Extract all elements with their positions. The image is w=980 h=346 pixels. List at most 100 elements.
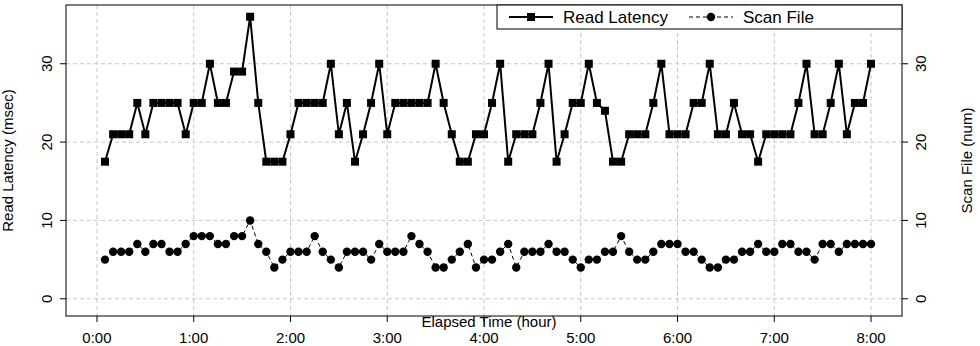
marker (819, 130, 827, 138)
marker (141, 248, 149, 256)
marker (198, 232, 206, 240)
marker (802, 60, 810, 68)
marker (359, 130, 367, 138)
marker (286, 248, 294, 256)
marker (391, 248, 399, 256)
marker (214, 99, 222, 107)
marker (746, 248, 754, 256)
marker (335, 263, 343, 271)
marker (359, 248, 367, 256)
marker (157, 240, 165, 248)
marker (689, 248, 697, 256)
y-tick (60, 63, 66, 64)
marker (222, 240, 230, 248)
marker (593, 99, 601, 107)
x-tick-label: 0:00 (82, 329, 111, 346)
marker (794, 99, 802, 107)
x-tick-label: 6:00 (663, 329, 692, 346)
y-axis-title: Read Latency (msec) (0, 89, 16, 232)
marker (536, 248, 544, 256)
series (101, 216, 875, 271)
marker (407, 232, 415, 240)
marker (343, 248, 351, 256)
marker (415, 99, 423, 107)
marker (424, 99, 432, 107)
marker (625, 130, 633, 138)
marker (851, 240, 859, 248)
x-tick (677, 316, 678, 322)
marker (480, 255, 488, 263)
marker (544, 240, 552, 248)
grid-line (193, 5, 194, 316)
marker (859, 99, 867, 107)
marker (569, 99, 577, 107)
marker (552, 248, 560, 256)
grid-line (387, 5, 388, 316)
marker (141, 130, 149, 138)
marker (826, 240, 834, 248)
x-tick-label: 5:00 (566, 329, 595, 346)
marker (294, 248, 302, 256)
marker (754, 158, 762, 166)
marker (488, 255, 496, 263)
marker (311, 99, 319, 107)
plot-frame (66, 5, 902, 316)
marker (577, 263, 585, 271)
series-line (105, 220, 871, 267)
marker (504, 158, 512, 166)
marker (504, 240, 512, 248)
marker (286, 130, 294, 138)
marker (560, 248, 568, 256)
marker (512, 130, 520, 138)
marker (190, 99, 198, 107)
marker (601, 248, 609, 256)
marker (431, 263, 439, 271)
marker (496, 248, 504, 256)
legend: Read LatencyScan File (497, 5, 902, 29)
marker (133, 240, 141, 248)
marker (545, 60, 553, 68)
y2-tick-label: 30 (912, 55, 929, 72)
marker (448, 255, 456, 263)
marker (569, 255, 577, 263)
y2-tick (902, 63, 908, 64)
marker (778, 240, 786, 248)
marker (818, 240, 826, 248)
marker (230, 232, 238, 240)
marker (335, 130, 343, 138)
marker (786, 130, 794, 138)
marker (714, 263, 722, 271)
marker (778, 130, 786, 138)
marker (181, 240, 189, 248)
x-tick (871, 316, 872, 322)
marker (101, 255, 109, 263)
x-tick-label: 2:00 (276, 329, 305, 346)
marker (553, 158, 561, 166)
marker (238, 68, 246, 76)
marker (310, 232, 318, 240)
marker (166, 99, 174, 107)
legend-box (497, 5, 902, 29)
grid-line (66, 142, 902, 143)
x-tick (387, 316, 388, 322)
marker (391, 99, 399, 107)
marker (577, 99, 585, 107)
marker (262, 158, 270, 166)
marker (173, 248, 181, 256)
marker (464, 158, 472, 166)
marker (254, 99, 262, 107)
marker (295, 99, 303, 107)
grid-line (871, 5, 872, 316)
marker (375, 60, 383, 68)
marker (165, 248, 173, 256)
marker (343, 99, 351, 107)
grid-line (677, 5, 678, 316)
grid-line (66, 63, 902, 64)
marker (528, 248, 536, 256)
marker (383, 248, 391, 256)
y-tick (60, 298, 66, 299)
marker (303, 99, 311, 107)
marker (407, 99, 415, 107)
marker (415, 240, 423, 248)
marker (206, 232, 214, 240)
